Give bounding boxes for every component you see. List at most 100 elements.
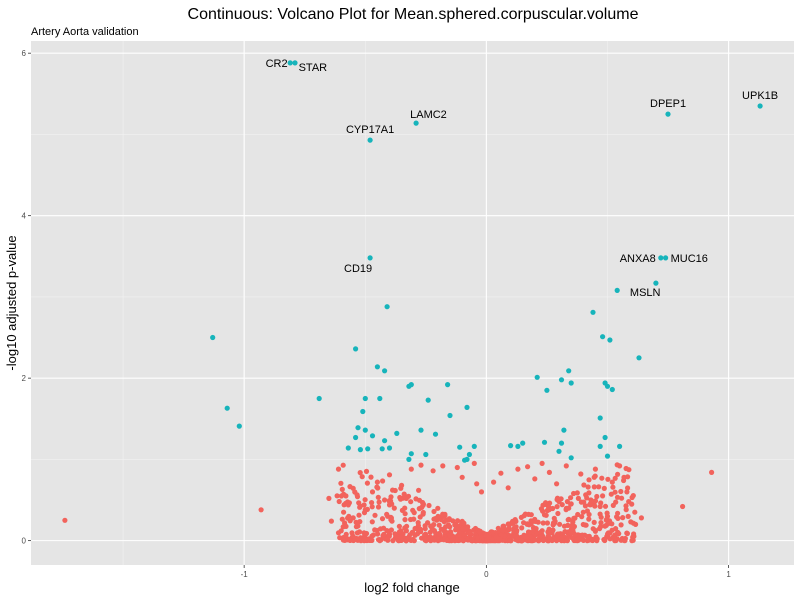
significant-point bbox=[658, 255, 664, 261]
significant-point bbox=[224, 405, 230, 411]
non-significant-point bbox=[550, 522, 556, 528]
significant-point bbox=[353, 434, 359, 441]
gene-labels: CR2 STAR DPEP1 UPK1B LAMC2 CYP17A1 CD19 ANXA8 MU… bbox=[266, 58, 779, 299]
non-significant-point bbox=[357, 519, 363, 525]
significant-point bbox=[377, 395, 383, 402]
non-significant-point bbox=[435, 505, 441, 511]
non-significant-point bbox=[478, 489, 485, 495]
non-significant-point bbox=[369, 500, 375, 506]
non-significant-point bbox=[610, 484, 616, 490]
non-significant-point bbox=[353, 524, 359, 530]
significant-point bbox=[382, 368, 388, 374]
non-significant-point bbox=[431, 508, 437, 515]
non-significant-point bbox=[390, 487, 396, 493]
non-significant-point bbox=[592, 466, 599, 472]
significant-point bbox=[590, 309, 596, 315]
non-significant-point bbox=[608, 491, 614, 497]
significant-point bbox=[423, 451, 429, 458]
non-significant-point bbox=[565, 522, 571, 529]
non-significant-point bbox=[509, 533, 515, 539]
non-significant-point bbox=[345, 502, 351, 508]
non-significant-point bbox=[447, 524, 453, 530]
non-significant-point bbox=[326, 495, 332, 501]
non-significant-point bbox=[563, 463, 569, 469]
non-significant-point bbox=[598, 523, 604, 530]
non-significant-point bbox=[624, 489, 630, 495]
significant-point bbox=[544, 387, 550, 393]
non-significant-point bbox=[591, 519, 597, 526]
significant-point bbox=[316, 395, 322, 402]
significant-point bbox=[408, 382, 414, 388]
non-significant-point bbox=[369, 533, 375, 539]
non-significant-point bbox=[596, 484, 602, 490]
non-significant-point bbox=[466, 530, 472, 536]
non-significant-point bbox=[403, 495, 409, 501]
non-significant-point bbox=[532, 537, 538, 543]
non-significant-point bbox=[336, 498, 342, 505]
non-significant-point bbox=[391, 505, 397, 511]
non-significant-point bbox=[380, 533, 386, 539]
non-significant-point bbox=[570, 518, 576, 524]
non-significant-point bbox=[62, 517, 68, 523]
significant-point bbox=[541, 439, 548, 445]
non-significant-point bbox=[625, 474, 631, 480]
non-significant-point bbox=[568, 495, 574, 501]
non-significant-point bbox=[403, 528, 409, 534]
non-significant-point bbox=[618, 488, 624, 495]
non-significant-point bbox=[362, 497, 368, 503]
non-significant-point bbox=[359, 474, 365, 480]
non-significant-point bbox=[410, 507, 416, 513]
non-significant-point bbox=[519, 525, 525, 531]
non-significant-point bbox=[536, 538, 542, 544]
non-significant-point bbox=[600, 493, 606, 499]
non-significant-point bbox=[555, 510, 561, 517]
non-significant-point bbox=[580, 509, 586, 515]
significant-point bbox=[353, 346, 359, 352]
non-significant-point bbox=[515, 466, 521, 472]
significant-point bbox=[362, 427, 368, 433]
non-significant-point bbox=[369, 504, 375, 510]
non-significant-point bbox=[339, 516, 345, 522]
non-significant-point bbox=[354, 492, 360, 498]
non-significant-point bbox=[441, 528, 448, 535]
significant-point bbox=[367, 137, 373, 143]
significant-point bbox=[360, 408, 366, 415]
significant-point bbox=[413, 120, 419, 126]
non-significant-point bbox=[484, 537, 490, 543]
non-significant-point bbox=[334, 493, 340, 499]
significant-point bbox=[665, 111, 671, 117]
non-significant-point bbox=[388, 517, 394, 523]
significant-point bbox=[345, 445, 351, 451]
non-significant-point bbox=[586, 511, 592, 518]
non-significant-point bbox=[380, 478, 386, 484]
non-significant-point bbox=[343, 493, 349, 499]
non-significant-point bbox=[580, 537, 586, 543]
non-significant-point bbox=[581, 482, 587, 488]
non-significant-point bbox=[386, 498, 392, 504]
non-significant-point bbox=[528, 512, 534, 518]
significant-point bbox=[653, 280, 659, 286]
non-significant-point bbox=[622, 538, 628, 544]
non-significant-point bbox=[432, 516, 438, 522]
non-significant-point bbox=[403, 538, 409, 544]
non-significant-point bbox=[382, 497, 388, 503]
non-significant-point bbox=[598, 514, 604, 520]
gene-label: MSLN bbox=[630, 287, 661, 299]
non-significant-point bbox=[347, 537, 353, 544]
non-significant-point bbox=[591, 474, 597, 480]
non-significant-point bbox=[594, 493, 600, 500]
non-significant-point bbox=[513, 533, 519, 539]
non-significant-point bbox=[620, 515, 626, 521]
non-significant-point bbox=[497, 536, 503, 542]
non-significant-point bbox=[580, 521, 586, 528]
gene-label: STAR bbox=[299, 62, 328, 74]
non-significant-point bbox=[377, 538, 383, 544]
non-significant-point bbox=[505, 485, 511, 491]
non-significant-point bbox=[609, 527, 615, 533]
y-tick-label: 6 bbox=[22, 49, 27, 58]
significant-point bbox=[602, 434, 608, 441]
non-significant-point bbox=[624, 530, 630, 536]
significant-point bbox=[464, 404, 470, 410]
non-significant-point bbox=[341, 509, 347, 515]
non-significant-point bbox=[493, 534, 499, 540]
